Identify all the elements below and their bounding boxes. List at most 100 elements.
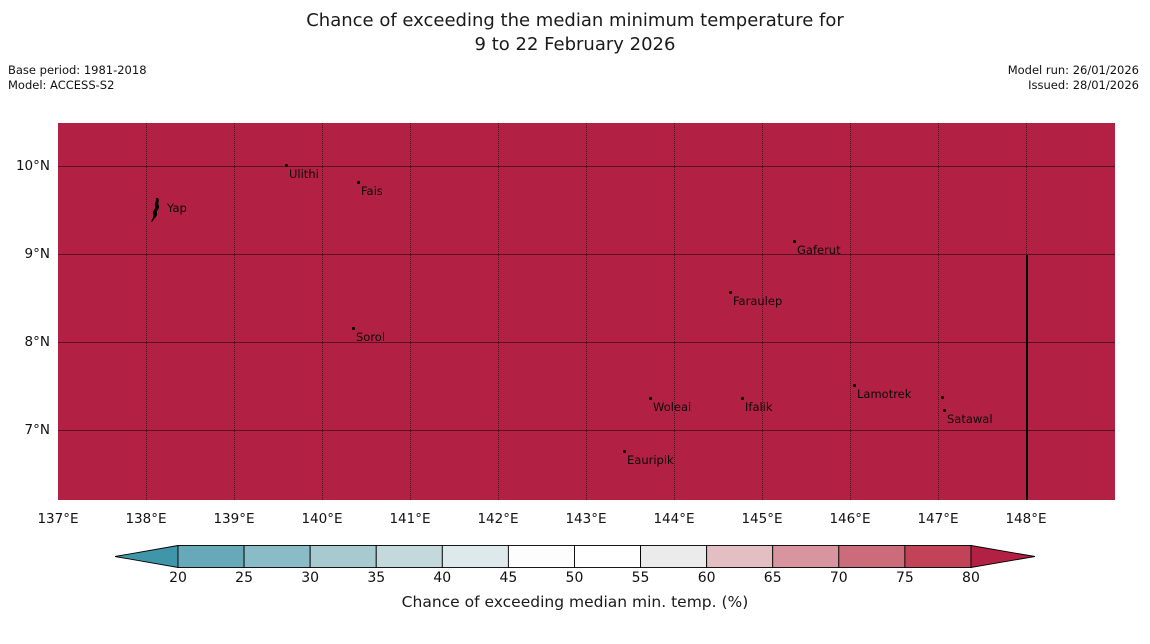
parallel-gridline: [58, 254, 1115, 255]
figure-title: Chance of exceeding the median minimum t…: [0, 9, 1150, 57]
y-tick-label: 8°N: [24, 334, 50, 350]
colorbar-tick-label: 55: [631, 570, 650, 586]
place-label-ulithi: Ulithi: [285, 164, 319, 181]
island-marker-icon: [150, 197, 163, 226]
place-name: Sorol: [356, 330, 386, 344]
colorbar-tick-label: 70: [829, 570, 848, 586]
meridian-gridline: [586, 123, 587, 500]
place-label-lamotrek: Lamotrek: [853, 384, 912, 401]
colorbar-tick-label: 50: [565, 570, 584, 586]
colorbar-segment: [838, 545, 906, 568]
colorbar-tick-label: 60: [697, 570, 716, 586]
island-dot-icon: [623, 450, 626, 453]
place-name: Woleai: [653, 400, 692, 414]
island-dot-icon: [941, 396, 944, 399]
colorbar-segment: [706, 545, 774, 568]
place-name: Eauripik: [627, 453, 674, 467]
colorbar-svg: [114, 544, 1036, 569]
parallel-gridline: [58, 430, 1115, 431]
x-tick-label: 146°E: [829, 511, 871, 527]
x-tick-label: 147°E: [917, 511, 959, 527]
island-dot-icon: [943, 409, 946, 412]
place-label-fais: Fais: [357, 181, 383, 198]
meridian-gridline: [762, 123, 763, 500]
island-dot-icon: [793, 240, 796, 243]
x-tick-label: 145°E: [741, 511, 783, 527]
place-label-woleai: Woleai: [649, 397, 692, 414]
island-dot-icon: [729, 291, 732, 294]
colorbar-segment: [640, 545, 708, 568]
island-dot-icon: [853, 384, 856, 387]
colorbar-segment: [507, 545, 575, 568]
parallel-gridline: [58, 342, 1115, 343]
base-period-text: Base period: 1981-2018: [8, 63, 147, 77]
x-tick-label: 144°E: [653, 511, 695, 527]
colorbar-tick-label: 75: [895, 570, 914, 586]
place-name: Faraulep: [733, 294, 783, 308]
place-label-faraulep: Faraulep: [729, 291, 783, 308]
place-name: Fais: [361, 184, 383, 198]
colorbar-segment: [574, 545, 642, 568]
colorbar-segment: [441, 545, 509, 568]
x-tick-label: 139°E: [213, 511, 255, 527]
colorbar-segment: [904, 545, 972, 568]
meridian-gridline: [674, 123, 675, 500]
issued-text: Issued: 28/01/2026: [1028, 77, 1139, 92]
place-label-gaferut: Gaferut: [793, 240, 841, 257]
map-area: © Commonwealth of Australia 2026, Bureau…: [58, 123, 1115, 500]
region-boundary-line: [1026, 255, 1028, 500]
meta-top-right: Model run: 26/01/2026 Issued: 28/01/2026: [1008, 63, 1139, 92]
y-tick-label: 9°N: [24, 246, 50, 262]
meridian-gridline: [850, 123, 851, 500]
colorbar-over-arrow: [970, 544, 1036, 569]
place-label-satawal: Satawal: [943, 409, 993, 426]
colorbar-under-arrow: [114, 544, 179, 569]
colorbar-segment: [309, 545, 377, 568]
colorbar-tick-label: 20: [169, 570, 187, 586]
colorbar-segment: [375, 545, 443, 568]
colorbar-tick-label: 35: [367, 570, 386, 586]
title-line-2: 9 to 22 February 2026: [474, 34, 676, 55]
yap-island-shape: [151, 198, 160, 222]
colorbar-tick-label: 40: [433, 570, 452, 586]
place-name: Satawal: [947, 412, 993, 426]
meridian-gridline: [322, 123, 323, 500]
place-label-sorol: Sorol: [352, 327, 386, 344]
title-line-1: Chance of exceeding the median minimum t…: [306, 10, 844, 31]
y-tick-label: 7°N: [24, 422, 50, 438]
island-dot-icon: [357, 181, 360, 184]
place-name: Ulithi: [289, 167, 319, 181]
colorbar-label: Chance of exceeding median min. temp. (%…: [401, 593, 749, 611]
island-dot-icon: [352, 327, 355, 330]
model-run-text: Model run: 26/01/2026: [1007, 63, 1139, 77]
colorbar-tick-label: 45: [499, 570, 518, 586]
y-tick-label: 10°N: [15, 158, 50, 174]
model-text: Model: ACCESS-S2: [8, 77, 115, 92]
meridian-gridline: [410, 123, 411, 500]
colorbar: [114, 544, 1036, 569]
x-tick-label: 148°E: [1005, 511, 1047, 527]
place-name: Lamotrek: [857, 387, 912, 401]
meridian-gridline: [938, 123, 939, 500]
x-tick-label: 140°E: [301, 511, 343, 527]
place-name: Ifalik: [745, 400, 773, 414]
place-label-yap: Yap: [151, 198, 187, 222]
meridian-gridline: [234, 123, 235, 500]
colorbar-tick-label: 65: [763, 570, 782, 586]
colorbar-segment: [243, 545, 311, 568]
x-tick-label: 143°E: [565, 511, 607, 527]
place-name: Yap: [167, 201, 187, 215]
colorbar-tick-label: 80: [962, 570, 980, 586]
colorbar-segment: [177, 545, 245, 568]
x-tick-label: 138°E: [125, 511, 167, 527]
place-name: Gaferut: [797, 243, 841, 257]
x-tick-label: 142°E: [477, 511, 519, 527]
meridian-gridline: [146, 123, 147, 500]
meridian-gridline: [498, 123, 499, 500]
parallel-gridline: [58, 166, 1115, 167]
island-dot-icon: [741, 397, 744, 400]
island-dot-icon: [649, 397, 652, 400]
x-tick-label: 137°E: [37, 511, 79, 527]
colorbar-tick-label: 25: [235, 570, 253, 586]
